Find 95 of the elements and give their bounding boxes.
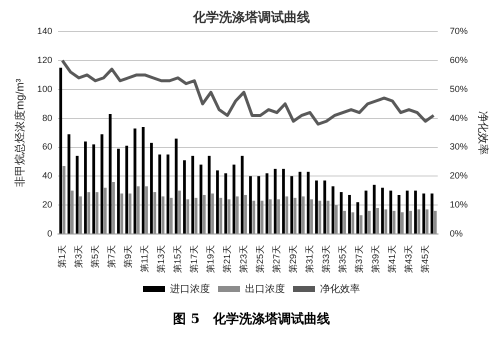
bar <box>232 164 236 234</box>
y2-tick-label: 20% <box>450 170 468 181</box>
bar <box>128 194 132 234</box>
x-tick-label: 第11天 <box>139 244 150 272</box>
x-tick-label: 第5天 <box>90 244 100 268</box>
bar <box>252 200 256 234</box>
y2-tick-label: 50% <box>450 84 468 94</box>
x-tick-label: 第33天 <box>320 244 331 274</box>
y-tick-label: 100 <box>37 84 52 94</box>
y-tick-label: 40 <box>42 170 52 181</box>
legend-label: 净化效率 <box>320 282 360 295</box>
y-tick-label: 20 <box>42 200 52 210</box>
x-tick-label: 第19天 <box>205 244 216 274</box>
bar <box>200 164 202 234</box>
y-axis-title: 非甲烷总烃浓度mg/m³ <box>14 78 27 187</box>
bar <box>100 134 104 234</box>
legend-label: 出口浓度 <box>245 282 285 295</box>
bar <box>244 194 247 234</box>
bar <box>315 180 318 234</box>
bar <box>249 176 252 234</box>
bar <box>260 200 264 234</box>
x-tick-label: 第17天 <box>188 244 199 274</box>
bar <box>84 141 87 234</box>
y2-tick-label: 60% <box>450 54 468 65</box>
x-tick-label: 第35天 <box>337 244 348 274</box>
x-tick-label: 第21天 <box>222 244 232 274</box>
bar <box>62 166 66 234</box>
x-tick-label: 第39天 <box>370 244 380 274</box>
y2-tick-label: 10% <box>450 200 468 210</box>
bar <box>364 190 368 234</box>
y2-tick-label: 70% <box>450 26 468 36</box>
y-tick-label: 60 <box>42 142 52 152</box>
bar <box>211 194 214 234</box>
x-tick-label: 第41天 <box>386 244 397 274</box>
bar <box>216 170 219 234</box>
y2-tick-label: 40% <box>450 112 468 123</box>
x-tick-label: 第29天 <box>288 244 298 274</box>
bar <box>277 199 280 234</box>
bar <box>178 190 181 234</box>
bar <box>343 210 346 234</box>
bar <box>68 134 70 234</box>
x-tick-label: 第31天 <box>304 244 314 274</box>
bar <box>162 196 164 234</box>
bar <box>310 199 313 234</box>
x-tick-label: 第9天 <box>122 244 133 268</box>
bar <box>134 128 136 234</box>
bar <box>409 210 412 234</box>
bar <box>414 190 417 234</box>
bar <box>332 186 334 234</box>
y-tick-label: 140 <box>37 26 52 36</box>
bar <box>166 154 170 234</box>
y2-axis-title: 净化效率 <box>476 110 490 155</box>
caption: 图 5 化学洗涤塔调试曲线 <box>172 311 331 328</box>
bar <box>112 182 115 234</box>
bar <box>266 173 268 234</box>
x-tick-label: 第3天 <box>73 244 84 268</box>
bar <box>145 186 148 234</box>
y2-tick-label: 30% <box>450 142 468 152</box>
bar <box>318 200 322 234</box>
legend-label: 进口浓度 <box>170 282 210 295</box>
bar <box>398 194 400 234</box>
bar <box>298 172 302 234</box>
y-tick-label: 0 <box>47 228 52 238</box>
bar <box>348 194 351 234</box>
bar <box>228 199 230 234</box>
x-tick-label: 第27天 <box>271 244 282 274</box>
bar <box>294 198 296 234</box>
bar <box>96 192 98 234</box>
y-tick-label: 80 <box>42 112 52 123</box>
bar <box>376 208 379 234</box>
x-tick-label: 第43天 <box>403 244 414 274</box>
bar <box>356 202 360 234</box>
bar <box>326 200 330 234</box>
bar <box>392 210 396 234</box>
x-tick-label: 第7天 <box>106 244 116 268</box>
x-tick-label: 第45天 <box>420 244 430 274</box>
bar <box>360 215 362 234</box>
y2-tick-label: 0% <box>450 228 463 238</box>
x-tick-label: 第25天 <box>254 244 265 274</box>
x-tick-label: 第37天 <box>354 244 364 274</box>
bar <box>183 160 186 234</box>
bar <box>430 194 434 234</box>
x-tick-label: 第1天 <box>56 244 67 268</box>
bar <box>117 148 120 234</box>
bar <box>282 168 285 234</box>
bar <box>426 209 428 234</box>
x-tick-label: 第13天 <box>156 244 166 274</box>
x-tick-label: 第23天 <box>238 244 248 274</box>
bar <box>150 142 153 234</box>
x-tick-label: 第15天 <box>172 244 182 274</box>
bar <box>79 196 82 234</box>
bar <box>381 188 384 234</box>
y-tick-label: 120 <box>37 54 52 65</box>
chart-title: 化学洗涤塔调试曲线 <box>192 9 310 24</box>
bar <box>194 198 198 234</box>
